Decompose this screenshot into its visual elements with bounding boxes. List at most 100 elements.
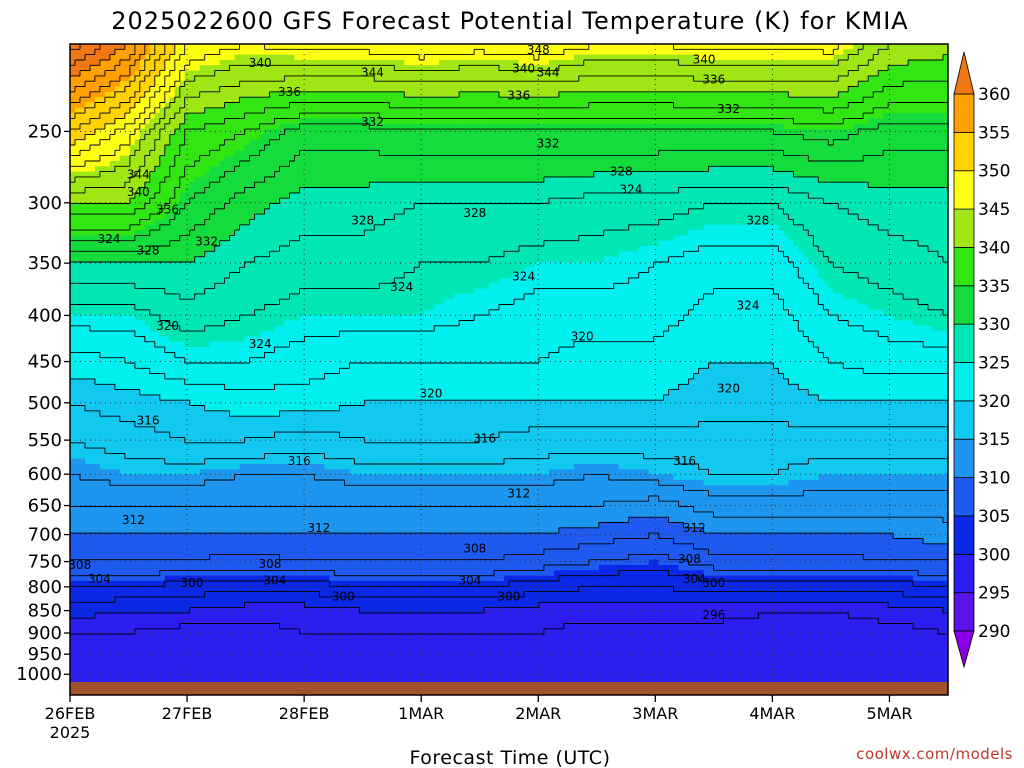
contour-label: 340 bbox=[693, 52, 716, 66]
colorbar-swatch bbox=[954, 554, 974, 592]
contour-label: 300 bbox=[180, 576, 203, 590]
colorbar-max-arrow bbox=[954, 52, 974, 94]
x-tick-label: 3MAR bbox=[632, 704, 678, 723]
colorbar-label: 345 bbox=[978, 200, 1010, 220]
y-tick-label: 900 bbox=[28, 623, 62, 644]
contour-label: 316 bbox=[288, 454, 311, 468]
contour-label: 316 bbox=[673, 454, 696, 468]
contour-label: 300 bbox=[332, 590, 355, 604]
colorbar-swatch bbox=[954, 171, 974, 209]
y-tick-label: 800 bbox=[28, 577, 62, 598]
contour-label: 336 bbox=[278, 85, 301, 99]
contour-label: 316 bbox=[137, 413, 160, 427]
contour-label: 300 bbox=[702, 576, 725, 590]
contour-label: 308 bbox=[259, 557, 282, 571]
contour-label: 320 bbox=[717, 381, 740, 395]
x-tick-sublabel: 2025 bbox=[50, 723, 91, 742]
colorbar-swatch bbox=[954, 363, 974, 401]
colorbar-label: 310 bbox=[978, 469, 1010, 489]
contour-label: 328 bbox=[351, 214, 374, 228]
colorbar-label: 295 bbox=[978, 584, 1010, 604]
contour-label: 320 bbox=[571, 329, 594, 343]
colorbar-swatch bbox=[954, 209, 974, 247]
contour-label: 332 bbox=[361, 115, 384, 129]
y-tick-label: 950 bbox=[28, 644, 62, 665]
contour-label: 312 bbox=[307, 521, 330, 535]
colorbar-swatch bbox=[954, 439, 974, 477]
y-tick-label: 850 bbox=[28, 601, 62, 622]
colorbar-label: 350 bbox=[978, 162, 1010, 182]
contour-label: 320 bbox=[156, 319, 179, 333]
colorbar-swatch bbox=[954, 324, 974, 362]
colorbar-label: 300 bbox=[978, 545, 1010, 565]
contour-label: 312 bbox=[507, 486, 530, 500]
contour-label: 324 bbox=[390, 280, 413, 294]
contour-label: 300 bbox=[498, 590, 521, 604]
contour-label: 328 bbox=[746, 214, 769, 228]
colorbar-label: 320 bbox=[978, 392, 1010, 412]
contour-label: 324 bbox=[512, 269, 535, 283]
y-tick-label: 500 bbox=[28, 393, 62, 414]
contour-label: 304 bbox=[263, 573, 286, 587]
contour-label: 328 bbox=[463, 206, 486, 220]
colorbar-label: 315 bbox=[978, 430, 1010, 450]
x-tick-label: 28FEB bbox=[279, 704, 330, 723]
x-tick-label: 5MAR bbox=[866, 704, 912, 723]
contour-label: 344 bbox=[361, 65, 384, 79]
contour-label: 312 bbox=[122, 513, 145, 527]
contour-label: 328 bbox=[610, 165, 633, 179]
contour-label: 312 bbox=[683, 521, 706, 535]
contour-label: 348 bbox=[527, 43, 550, 57]
colorbar-label: 305 bbox=[978, 507, 1010, 527]
contour-label: 344 bbox=[537, 65, 560, 79]
contour-label: 320 bbox=[420, 386, 443, 400]
x-tick-label: 1MAR bbox=[398, 704, 444, 723]
credit-text: coolwx.com/models bbox=[856, 745, 1013, 763]
contour-label: 304 bbox=[88, 572, 111, 586]
x-tick-label: 26FEB bbox=[45, 704, 96, 723]
contour-label: 340 bbox=[249, 56, 272, 70]
contour-label: 344 bbox=[127, 167, 150, 181]
y-axis: 2503003504004505005506006507007508008509… bbox=[16, 121, 70, 685]
y-tick-label: 550 bbox=[28, 430, 62, 451]
y-tick-label: 400 bbox=[28, 305, 62, 326]
x-axis-title: Forecast Time (UTC) bbox=[410, 747, 611, 768]
contour-label: 332 bbox=[717, 102, 740, 116]
contour-label: 336 bbox=[156, 202, 179, 216]
contour-label: 332 bbox=[195, 234, 218, 248]
y-tick-label: 250 bbox=[28, 121, 62, 142]
contour-label: 332 bbox=[537, 137, 560, 151]
y-tick-label: 750 bbox=[28, 552, 62, 573]
colorbar-swatch bbox=[954, 593, 974, 631]
ground-strip bbox=[70, 682, 948, 695]
colorbar-label: 355 bbox=[978, 123, 1010, 143]
x-tick-label: 27FEB bbox=[162, 704, 213, 723]
colorbar-swatch bbox=[954, 401, 974, 439]
y-tick-label: 700 bbox=[28, 525, 62, 546]
contour-label: 316 bbox=[473, 432, 496, 446]
contour-label: 336 bbox=[702, 73, 725, 87]
y-tick-label: 350 bbox=[28, 253, 62, 274]
colorbar-swatch bbox=[954, 286, 974, 324]
y-tick-label: 1000 bbox=[16, 664, 62, 685]
colorbar-label: 325 bbox=[978, 354, 1010, 374]
contour-label: 336 bbox=[507, 88, 530, 102]
colorbar-swatch bbox=[954, 94, 974, 132]
colorbar-min-arrow bbox=[954, 631, 974, 667]
contour-label: 324 bbox=[98, 232, 121, 246]
colorbar-legend: 3603553503453403353303253203153103053002… bbox=[954, 52, 1010, 667]
colorbar-label: 360 bbox=[978, 85, 1010, 105]
contour-label: 308 bbox=[463, 541, 486, 555]
colorbar-swatch bbox=[954, 516, 974, 554]
contour-label: 308 bbox=[68, 558, 91, 572]
y-tick-label: 600 bbox=[28, 464, 62, 485]
colorbar-label: 290 bbox=[978, 622, 1010, 642]
x-tick-label: 2MAR bbox=[515, 704, 561, 723]
contour-label: 304 bbox=[459, 573, 482, 587]
y-tick-label: 650 bbox=[28, 496, 62, 517]
colorbar-swatch bbox=[954, 478, 974, 516]
colorbar-label: 335 bbox=[978, 277, 1010, 297]
x-tick-label: 4MAR bbox=[749, 704, 795, 723]
